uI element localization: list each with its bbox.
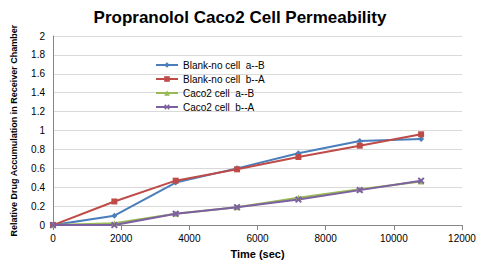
svg-text:Blank-no cell b--A: Blank-no cell b--A bbox=[183, 74, 265, 85]
svg-text:Caco2 cell a--B: Caco2 cell a--B bbox=[183, 88, 254, 99]
svg-text:1.2: 1.2 bbox=[31, 106, 45, 117]
svg-text:0: 0 bbox=[39, 220, 45, 231]
svg-text:12000: 12000 bbox=[448, 233, 476, 244]
svg-text:1.8: 1.8 bbox=[31, 49, 45, 60]
svg-text:0.8: 0.8 bbox=[31, 144, 45, 155]
svg-text:Propranolol Caco2 Cell Permeab: Propranolol Caco2 Cell Permeability bbox=[94, 8, 387, 27]
svg-text:2: 2 bbox=[39, 31, 45, 42]
svg-text:1.6: 1.6 bbox=[31, 68, 45, 79]
svg-text:0.4: 0.4 bbox=[31, 182, 45, 193]
svg-text:0.2: 0.2 bbox=[31, 201, 45, 212]
svg-text:1.4: 1.4 bbox=[31, 87, 45, 98]
svg-text:10000: 10000 bbox=[380, 233, 408, 244]
svg-text:8000: 8000 bbox=[315, 233, 338, 244]
svg-text:Relative Drug Accumulation in: Relative Drug Accumulation in Receiver C… bbox=[9, 24, 19, 236]
svg-text:Blank-no cell a--B: Blank-no cell a--B bbox=[183, 60, 265, 71]
svg-text:Caco2 cell b--A: Caco2 cell b--A bbox=[183, 102, 254, 113]
svg-text:1: 1 bbox=[39, 125, 45, 136]
svg-text:0: 0 bbox=[50, 233, 56, 244]
svg-text:Time (sec): Time (sec) bbox=[230, 248, 285, 260]
svg-text:2000: 2000 bbox=[110, 233, 133, 244]
svg-text:6000: 6000 bbox=[246, 233, 269, 244]
svg-text:4000: 4000 bbox=[178, 233, 201, 244]
svg-text:0.6: 0.6 bbox=[31, 163, 45, 174]
